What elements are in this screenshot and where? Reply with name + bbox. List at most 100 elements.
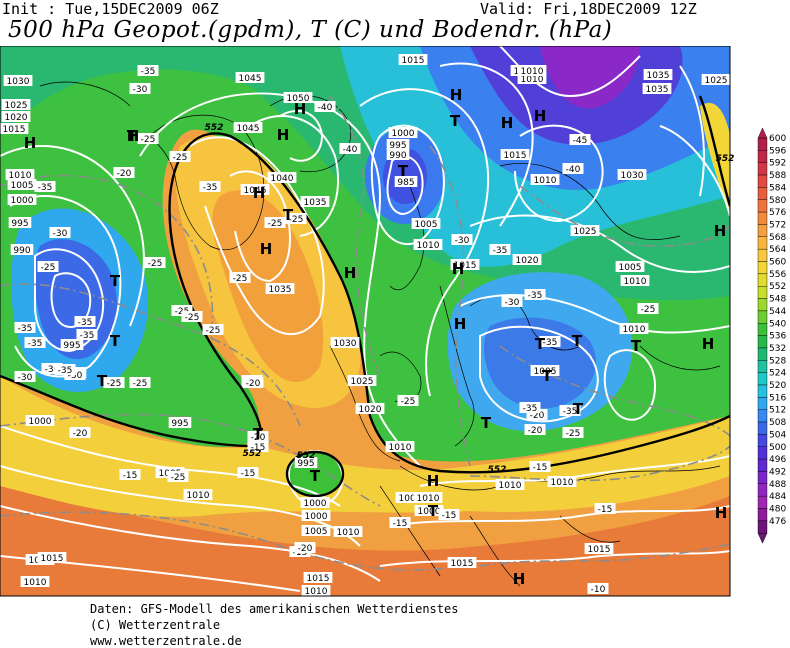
svg-text:-25: -25 xyxy=(641,305,656,315)
pressure-label: 1000 xyxy=(414,505,444,517)
svg-text:1005: 1005 xyxy=(399,494,422,504)
svg-text:1015: 1015 xyxy=(307,574,330,584)
pressure-label: 1035 xyxy=(642,83,672,95)
high-marker: H xyxy=(534,107,547,125)
pressure-label: 1010 xyxy=(517,73,547,85)
low-marker: T xyxy=(127,127,138,145)
svg-text:-25: -25 xyxy=(173,153,188,163)
legend-tick-label: 524 xyxy=(769,369,786,379)
legend-swatch xyxy=(757,421,768,435)
legend-swatch xyxy=(757,360,768,373)
svg-text:-35: -35 xyxy=(543,338,558,348)
legend-tick-label: 492 xyxy=(769,467,786,477)
temperature-label: -25 xyxy=(181,311,203,323)
temperature-label: -30 xyxy=(14,371,36,383)
low-marker: T xyxy=(283,206,294,224)
legend-swatch xyxy=(757,199,768,213)
temperature-label: -15 xyxy=(529,461,551,473)
svg-text:990: 990 xyxy=(13,246,30,256)
svg-text:1035: 1035 xyxy=(304,198,327,208)
low-marker: T xyxy=(428,502,439,520)
svg-text:1000: 1000 xyxy=(11,196,34,206)
legend-tick-label: 556 xyxy=(769,270,786,280)
weather-map: 1030102510201015101010051000995990995990… xyxy=(0,46,786,597)
pressure-label: 1020 xyxy=(1,111,31,123)
svg-text:1025: 1025 xyxy=(351,377,374,387)
pressure-label: 1025 xyxy=(701,74,731,86)
pressure-label: 1045 xyxy=(235,72,265,84)
isotherms xyxy=(0,95,730,571)
pressure-label: 1040 xyxy=(267,172,297,184)
map-fields xyxy=(0,46,730,596)
svg-text:1020: 1020 xyxy=(516,256,539,266)
temperature-label: -35 xyxy=(24,337,46,349)
pressure-label: 1015 xyxy=(37,552,67,564)
low-marker: T xyxy=(310,467,321,485)
high-marker: H xyxy=(513,570,526,588)
temperature-label: -15 xyxy=(119,469,141,481)
svg-text:-10: -10 xyxy=(591,585,606,595)
temperature-label: -30 xyxy=(501,296,523,308)
website-link[interactable]: www.wetterzentrale.de xyxy=(90,634,242,648)
svg-text:-25: -25 xyxy=(148,259,163,269)
svg-text:1030: 1030 xyxy=(7,77,30,87)
legend-tick-label: 600 xyxy=(769,134,786,144)
temperature-label: -15 xyxy=(438,509,460,521)
low-marker: T xyxy=(631,337,642,355)
high-marker: H xyxy=(450,86,463,104)
svg-text:1005: 1005 xyxy=(415,220,438,230)
svg-text:985: 985 xyxy=(397,178,414,188)
svg-text:-30: -30 xyxy=(53,229,68,239)
svg-text:1045: 1045 xyxy=(244,186,267,196)
svg-text:-25: -25 xyxy=(401,397,416,407)
temperature-label: -20 xyxy=(69,427,91,439)
temperature-label: -30 xyxy=(451,234,473,246)
legend-swatch xyxy=(757,162,768,176)
pressure-label: 1035 xyxy=(643,69,673,81)
svg-text:1015: 1015 xyxy=(402,56,425,66)
svg-text:-20: -20 xyxy=(251,433,266,443)
svg-text:-30: -30 xyxy=(45,365,60,375)
pressure-label: 1020 xyxy=(355,403,385,415)
temperature-label: -25 xyxy=(264,217,286,229)
legend-arrow-top xyxy=(757,127,768,139)
high-marker: H xyxy=(260,240,273,258)
svg-text:995: 995 xyxy=(297,459,314,469)
svg-text:1010: 1010 xyxy=(623,325,646,335)
high-marker: H xyxy=(454,315,467,333)
pressure-label: 1025 xyxy=(347,375,377,387)
contour-552 xyxy=(0,95,730,498)
svg-text:-20: -20 xyxy=(117,169,132,179)
low-marker: T xyxy=(97,372,108,390)
temperature-label: -20 xyxy=(524,424,546,436)
legend-swatch xyxy=(757,483,768,497)
svg-text:1030: 1030 xyxy=(621,171,644,181)
legend-swatch xyxy=(757,458,768,472)
temperature-label: -15 xyxy=(594,503,616,515)
temperature-label: -35 xyxy=(559,405,581,417)
legend-swatch xyxy=(757,298,768,312)
pressure-label: 1020 xyxy=(512,254,542,266)
legend-tick-label: 588 xyxy=(769,171,786,181)
pressure-label: 1005 xyxy=(530,365,560,377)
svg-text:-40: -40 xyxy=(566,165,581,175)
svg-text:-35: -35 xyxy=(58,366,73,376)
legend-tick-label: 532 xyxy=(769,344,786,354)
temperature-label: -35 xyxy=(14,322,36,334)
pressure-label: 1000 xyxy=(7,194,37,206)
svg-text:1035: 1035 xyxy=(269,285,292,295)
legend-swatch xyxy=(757,434,768,447)
legend-swatch xyxy=(757,150,768,163)
svg-text:-20: -20 xyxy=(246,379,261,389)
temperature-label: -25 xyxy=(169,151,191,163)
svg-text:-25: -25 xyxy=(141,135,156,145)
legend-swatch xyxy=(757,384,768,398)
svg-text:-15: -15 xyxy=(533,463,548,473)
temperature-label: -25 xyxy=(137,133,159,145)
svg-text:-15: -15 xyxy=(251,443,266,453)
temperature-label: -25 xyxy=(167,471,189,483)
legend-tick-label: 520 xyxy=(769,381,786,391)
svg-text:1035: 1035 xyxy=(646,85,669,95)
contour-552-labels: 552 552 552 552 552 xyxy=(205,123,735,475)
